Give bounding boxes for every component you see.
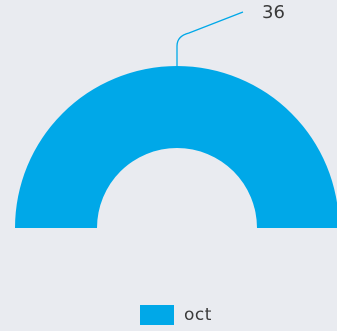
slice-oct [15, 66, 337, 228]
leader-line-oct [176, 11, 244, 68]
legend: oct [140, 305, 212, 325]
legend-label: oct [184, 305, 212, 325]
labels-layer: 36 [176, 2, 285, 68]
slices-layer [15, 66, 337, 228]
data-label-oct: 36 [262, 2, 285, 23]
legend-swatch [140, 305, 174, 325]
